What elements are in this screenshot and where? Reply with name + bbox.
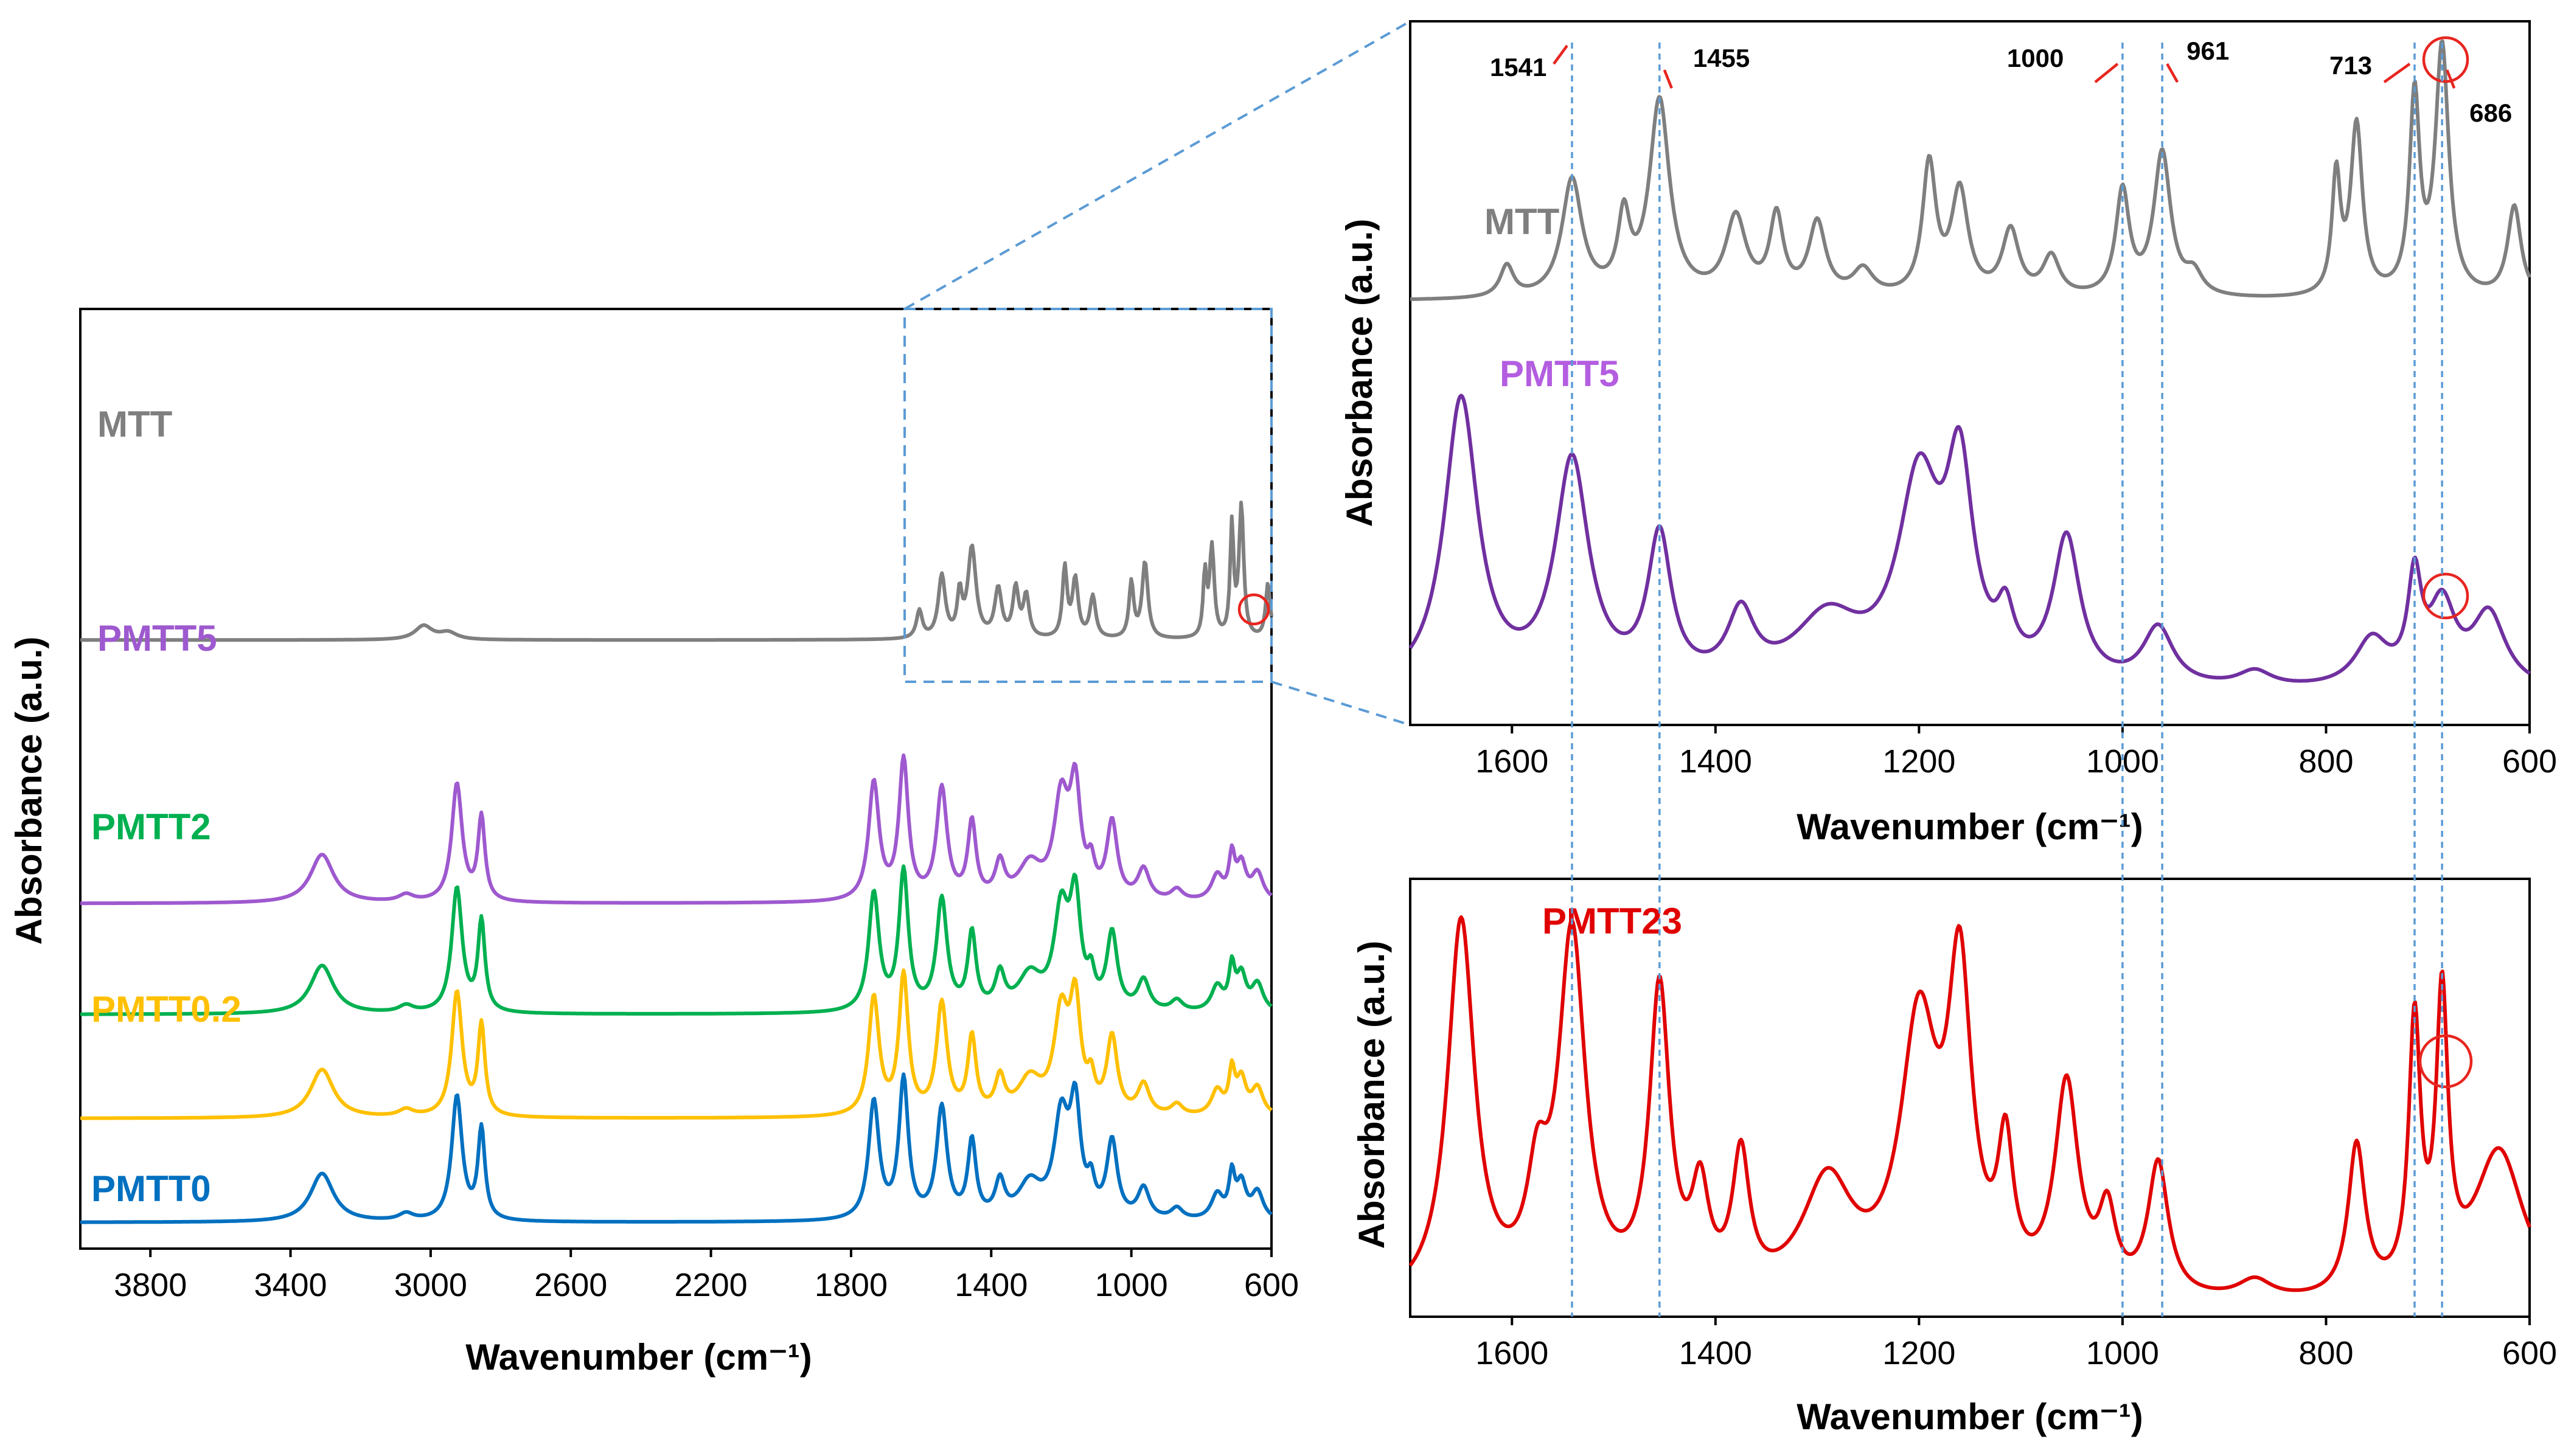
x-tick-label: 1200 [1882, 743, 1955, 780]
peak-arrow-713 [2383, 63, 2411, 83]
rb-y-axis-title: Absorbance (a.u.) [1351, 941, 1392, 1249]
zoom-region-box [903, 308, 1273, 683]
x-tick-label: 600 [1244, 1267, 1299, 1303]
series-line-mtt [80, 501, 1273, 642]
x-tick-label: 3400 [254, 1267, 327, 1303]
series-label-pmtt23: PMTT23 [1542, 901, 1682, 941]
x-tick-label: 1400 [955, 1267, 1028, 1303]
peak-label-1541: 1541 [1490, 53, 1546, 81]
series-line-pmtt5 [1408, 393, 2531, 683]
x-tick-label: 600 [2502, 1335, 2557, 1371]
rb-x-axis-title: Wavenumber (cm⁻¹) [1797, 1396, 2143, 1437]
series-line-mtt [1410, 39, 2531, 301]
peak-arrow-1541 [1553, 44, 1568, 65]
panel-full-spectrum: 3800 3400 3000 2600 2200 1800 1400 1000 600 MTT P… [9, 308, 1299, 1378]
zoom-connector-top [904, 20, 1411, 310]
x-tick-label: 600 [2502, 743, 2557, 780]
series-label-pmtt0-2: PMTT0.2 [91, 989, 242, 1030]
peak-label-1000: 1000 [2007, 44, 2064, 72]
left-plot-frame [79, 308, 1273, 1250]
series-line-pmtt0 [80, 1072, 1273, 1224]
rb-plot-frame [1409, 878, 2531, 1318]
left-highlight-circle [1237, 593, 1270, 626]
series-line-pmtt5 [80, 753, 1273, 906]
x-tick-label: 1200 [1882, 1335, 1955, 1371]
x-tick-label: 1400 [1679, 1335, 1752, 1371]
left-x-axis-title: Wavenumber (cm⁻¹) [465, 1337, 812, 1378]
peak-label-1455: 1455 [1693, 44, 1750, 72]
panel-zoom-mtt-pmtt5: 1600 1400 1200 1000 800 600 MTT PMTT5 1541 1455… [1339, 20, 2557, 847]
series-label-pmtt0: PMTT0 [91, 1168, 211, 1209]
series-line-pmtt2 [80, 864, 1273, 1016]
series-label-mtt: MTT [97, 404, 172, 445]
peak-arrow-1455 [1663, 69, 1673, 89]
series-line-pmtt0-2 [80, 968, 1273, 1120]
series-label-pmtt2: PMTT2 [91, 806, 211, 847]
x-tick-label: 1000 [2086, 1335, 2159, 1371]
x-tick-label: 2200 [675, 1267, 748, 1303]
x-tick-label: 1600 [1475, 743, 1548, 780]
peak-arrow-1000 [2094, 63, 2119, 83]
series-line-pmtt23 [1408, 915, 2531, 1292]
rt-highlight-circle-pmtt5 [2422, 572, 2469, 620]
peak-label-713: 713 [2329, 51, 2372, 80]
peak-label-961: 961 [2186, 36, 2229, 65]
rt-y-axis-title: Absorbance (a.u.) [1339, 219, 1380, 527]
peak-label-686: 686 [2469, 99, 2512, 127]
panel-zoom-pmtt23: 1600 1400 1200 1000 800 600 PMTT23 Wavenumber… [1351, 878, 2557, 1437]
series-label-pmtt5: PMTT5 [1500, 353, 1619, 394]
left-y-axis-title: Absorbance (a.u.) [9, 637, 49, 945]
rt-x-axis-title: Wavenumber (cm⁻¹) [1797, 806, 2143, 847]
x-tick-label: 1800 [815, 1267, 888, 1303]
x-tick-label: 1600 [1475, 1335, 1548, 1371]
x-tick-label: 1000 [1095, 1267, 1168, 1303]
x-tick-label: 1400 [1679, 743, 1752, 780]
x-tick-label: 3800 [114, 1267, 187, 1303]
rt-plot-frame [1409, 20, 2531, 726]
zoom-indicator [903, 20, 1411, 726]
rb-highlight-circle [2418, 1034, 2473, 1089]
peak-arrow-686 [2446, 69, 2456, 89]
x-tick-label: 800 [2298, 743, 2353, 780]
series-label-pmtt5: PMTT5 [97, 618, 217, 659]
series-label-mtt: MTT [1484, 201, 1559, 242]
x-tick-label: 800 [2298, 1335, 2353, 1371]
x-tick-label: 2600 [534, 1267, 607, 1303]
x-tick-label: 3000 [394, 1267, 467, 1303]
peak-arrow-961 [2166, 63, 2179, 83]
zoom-connector-bottom [1271, 681, 1411, 726]
rt-highlight-circle-mtt [2422, 36, 2469, 83]
